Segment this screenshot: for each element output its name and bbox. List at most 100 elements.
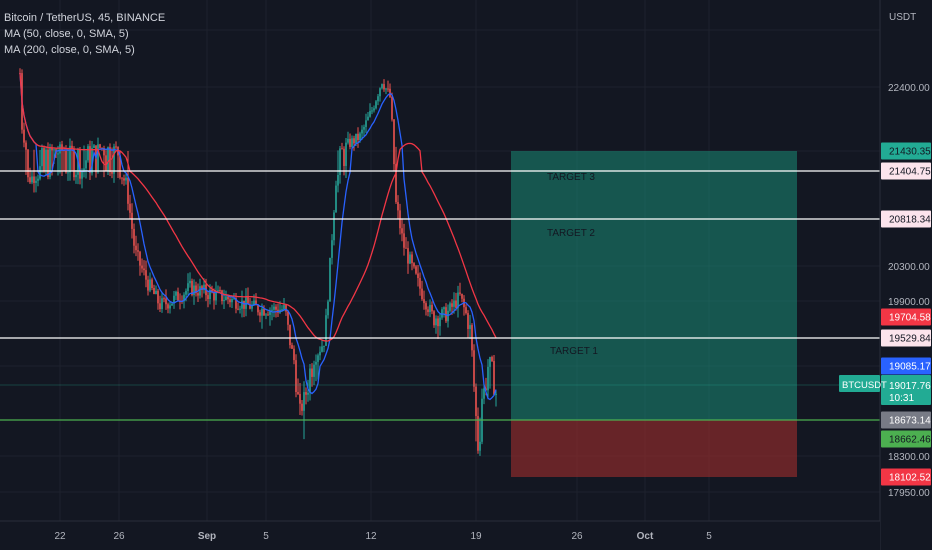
candle-body	[283, 305, 285, 310]
candle-body	[127, 177, 129, 204]
candle	[289, 324, 291, 349]
candle-body	[71, 145, 73, 149]
candle-body	[231, 298, 233, 303]
candle	[305, 387, 307, 405]
candle-body	[81, 171, 83, 179]
candle-body	[411, 254, 413, 264]
candle-body	[303, 392, 305, 411]
candle	[483, 385, 485, 405]
candle-body	[343, 148, 345, 166]
candle-body	[131, 212, 133, 229]
candle	[309, 363, 311, 401]
candle	[429, 299, 431, 318]
candle-body	[469, 325, 471, 329]
candle-body	[153, 288, 155, 295]
candle-body	[177, 291, 179, 301]
candle-body	[193, 285, 195, 295]
candle-body	[185, 290, 187, 295]
target-3-line-tag: 21404.75	[881, 162, 931, 180]
candle	[313, 360, 315, 385]
candle	[107, 146, 109, 175]
candle-body	[393, 119, 395, 165]
candle-body	[89, 146, 91, 174]
target-3-line-tag-bg	[881, 162, 931, 180]
candle	[371, 106, 373, 115]
candle	[167, 302, 169, 314]
candle-body	[495, 393, 497, 395]
candle-body	[167, 304, 169, 309]
candle-body	[213, 292, 215, 301]
candle-body	[65, 150, 67, 173]
candle	[219, 286, 221, 293]
candle	[217, 285, 219, 293]
candle	[159, 295, 161, 313]
candle	[259, 309, 261, 323]
candle-body	[57, 153, 59, 155]
candle	[263, 305, 265, 317]
candle-body	[61, 144, 63, 151]
target-label: TARGET 1	[550, 346, 598, 357]
y-tick-label: 20300.00	[888, 262, 930, 273]
candle-body	[485, 388, 487, 391]
candle-body	[423, 299, 425, 304]
candle-body	[59, 144, 61, 154]
candle	[115, 141, 117, 150]
candle-body	[289, 324, 291, 346]
tp-tag-bg	[881, 142, 931, 160]
candle	[415, 264, 417, 275]
entry-tag-2-text: 18662.46	[889, 435, 931, 446]
current-price-value: 19017.76	[889, 381, 931, 392]
candle-body	[433, 311, 435, 326]
candle	[201, 284, 203, 298]
candle	[123, 174, 125, 186]
candle	[241, 290, 243, 318]
candle-body	[83, 168, 85, 172]
candle-body	[227, 296, 229, 300]
candle-body	[431, 304, 433, 312]
candle-body	[493, 361, 495, 395]
x-tick-label: Oct	[637, 531, 654, 542]
candle-body	[243, 300, 245, 309]
chart-legend: Bitcoin / TetherUS, 45, BINANCE MA (50, …	[4, 10, 165, 58]
ma200-legend: MA (200, close, 0, SMA, 5)	[4, 44, 135, 56]
candle	[105, 150, 107, 172]
candle	[349, 133, 351, 150]
candle-body	[315, 361, 317, 365]
candle	[295, 354, 297, 398]
price-axis	[880, 0, 932, 550]
sl-tag-text: 18102.52	[889, 473, 931, 484]
target-label: TARGET 3	[547, 172, 595, 183]
candle	[495, 390, 497, 407]
candle-body	[311, 368, 313, 377]
candle	[237, 302, 239, 311]
candle-body	[151, 279, 153, 289]
candle	[287, 310, 289, 331]
candle-body	[333, 212, 335, 241]
candle	[149, 272, 151, 293]
candle	[369, 103, 371, 118]
candle-body	[473, 350, 475, 387]
candle	[409, 251, 411, 265]
sl-tag: 18102.52	[881, 468, 931, 486]
candle	[215, 281, 217, 305]
candle-body	[73, 148, 75, 178]
candle	[291, 342, 293, 349]
countdown: 10:31	[889, 393, 914, 404]
candle-body	[271, 309, 273, 311]
x-tick-label: Sep	[198, 531, 216, 542]
candle	[461, 293, 463, 303]
candle	[363, 124, 365, 137]
candle	[249, 297, 251, 310]
candle-body	[339, 148, 341, 175]
candle-body	[53, 149, 55, 151]
candle-body	[273, 306, 275, 310]
candle	[265, 312, 267, 320]
candle	[317, 353, 319, 380]
candle-body	[215, 291, 217, 301]
candle	[45, 146, 47, 175]
candle	[85, 150, 87, 179]
candle	[145, 260, 147, 288]
candle	[147, 275, 149, 296]
candle-body	[387, 88, 389, 90]
